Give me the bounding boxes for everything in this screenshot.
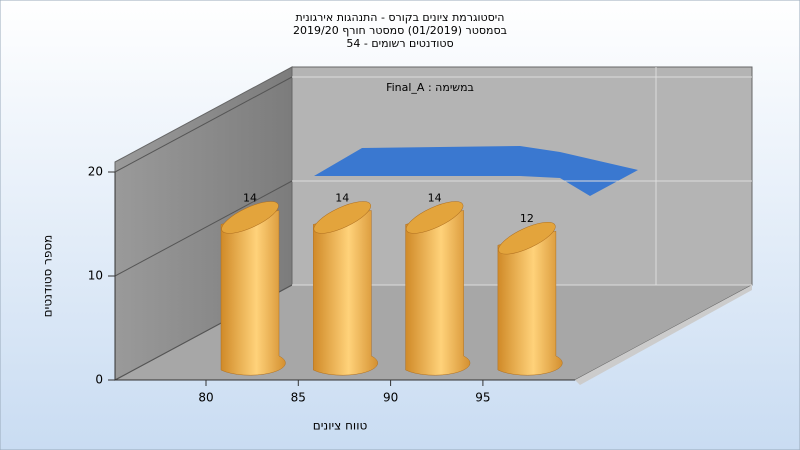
chart-title: היסטוגרמת ציונים בקורס - התנהגות אירגוני… [296, 11, 505, 24]
bar-top [221, 201, 279, 234]
y-axis-label: מספר סטודנטים [41, 235, 55, 318]
distribution-ribbon [314, 146, 638, 196]
bar [405, 210, 471, 376]
annotation: במשימה : Final_A [386, 81, 474, 94]
grid-line [114, 180, 293, 277]
x-tick-label: 90 [383, 391, 398, 405]
y-tick-label: 20 [88, 165, 103, 179]
y-tick-label: 10 [88, 269, 103, 283]
bar [313, 210, 378, 376]
bar-top [405, 201, 464, 234]
grid-line [114, 76, 293, 173]
x-axis-label: טווח ציונים [313, 419, 368, 433]
value-label: 14 [335, 191, 349, 204]
x-tick-label: 85 [291, 391, 306, 405]
value-label: 12 [520, 212, 534, 225]
x-tick-label: 95 [475, 391, 490, 405]
value-label: 14 [428, 191, 442, 204]
bar-top [498, 222, 556, 255]
chart-subtitle: בסמסטר (01/2019) סמסטר חורף 2019/20 [293, 24, 507, 37]
bar [220, 210, 286, 376]
bar-top [313, 201, 371, 234]
y-tick-label: 0 [95, 373, 103, 387]
bar [497, 230, 563, 376]
chart-subtitle: סטודנטים רשומים - 54 [346, 37, 453, 50]
value-label: 14 [243, 191, 257, 204]
x-tick-label: 80 [198, 391, 213, 405]
floor-edge [575, 285, 752, 385]
